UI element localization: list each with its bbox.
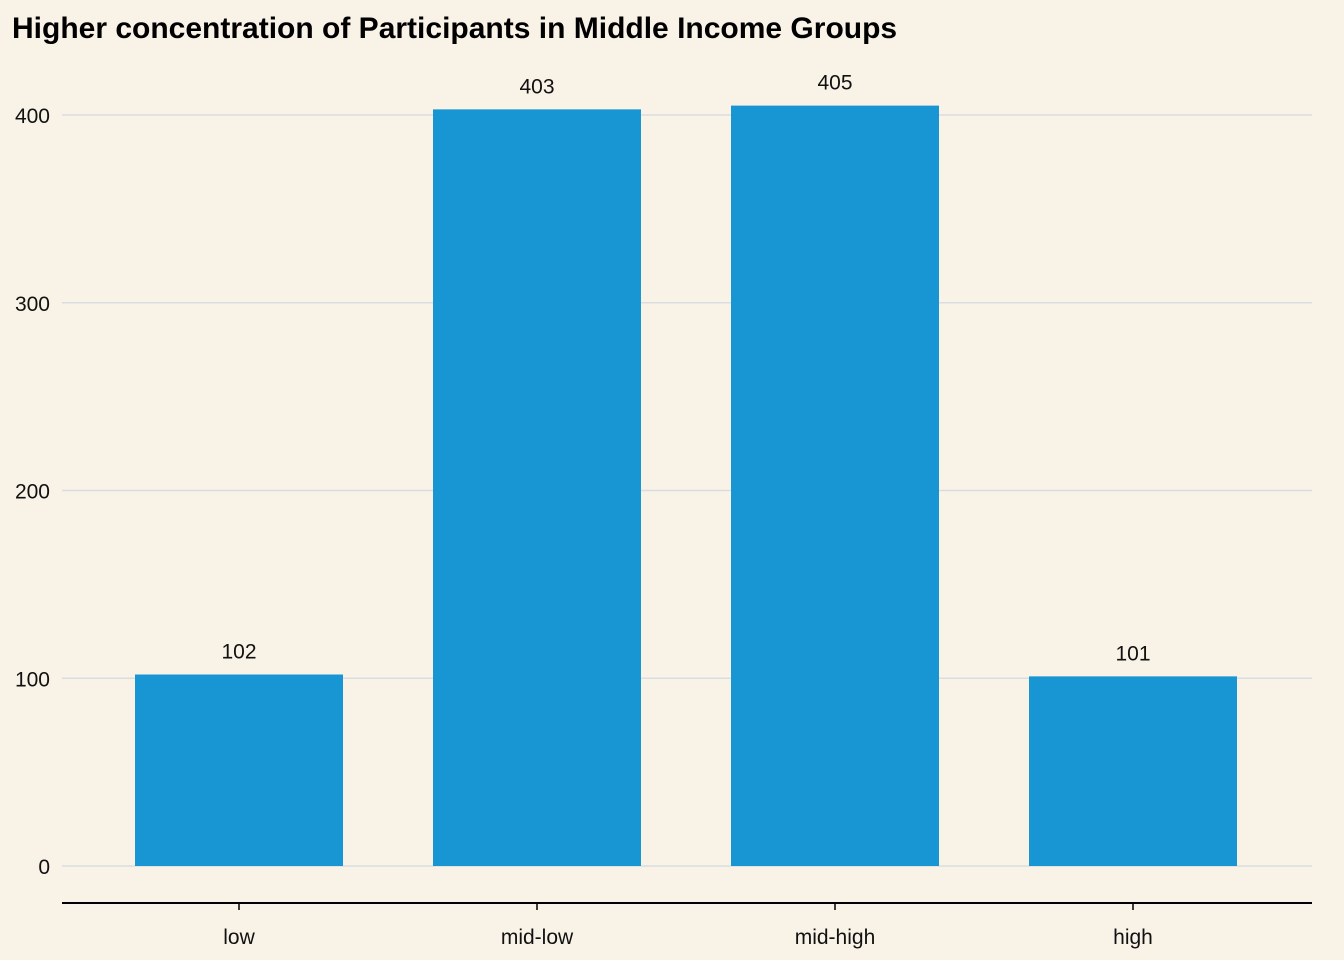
y-tick-label: 100 [15,668,50,691]
data-label: 102 [221,640,256,663]
data-labels: 102 403 405 101 [221,72,1150,666]
bars [135,105,1237,867]
bar-mid-high [731,105,939,867]
chart-title: Higher concentration of Participants in … [12,12,898,45]
x-tick-label: mid-high [795,926,876,949]
data-label: 403 [519,75,554,98]
x-axis: low mid-low mid-high high [62,902,1312,949]
y-tick-label: 300 [15,293,50,316]
x-tick-label: high [1113,926,1153,949]
y-tick-label: 200 [15,481,50,504]
y-tick-label: 0 [38,856,50,879]
bar-high [1029,676,1237,866]
data-label: 405 [817,72,852,95]
data-label: 101 [1115,642,1150,665]
bar-mid-low [433,109,641,867]
y-tick-label: 400 [15,105,50,128]
x-tick-label: mid-low [501,926,574,949]
bar-low [135,674,343,866]
y-axis-ticks: 0 100 200 300 400 [15,105,50,879]
x-tick-label: low [223,926,255,949]
